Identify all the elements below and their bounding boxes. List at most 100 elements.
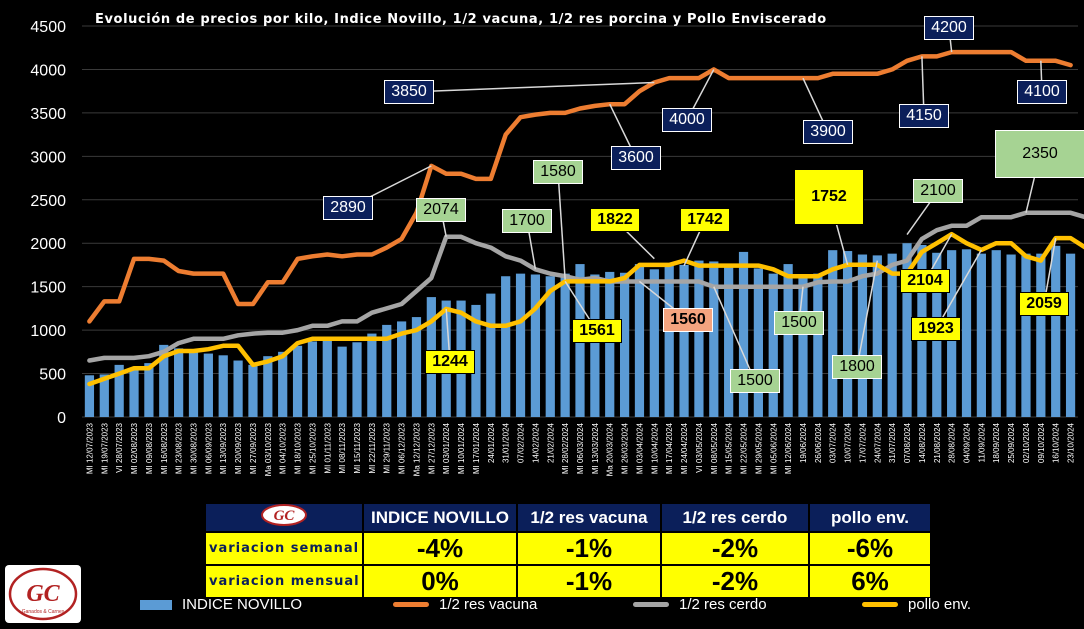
x-tick-label: 14/02/2024 <box>531 422 540 463</box>
mensual-cerdo: -2% <box>660 564 810 599</box>
bar-indice-novillo <box>887 253 897 417</box>
data-callout: 2100 <box>913 179 963 203</box>
x-tick-label: 02/10/2024 <box>1022 422 1031 463</box>
bar-indice-novillo <box>218 355 228 417</box>
x-tick-label: MI 30/08/2023 <box>189 422 198 474</box>
y-tick-label: 3000 <box>30 149 66 166</box>
legend-label-vacuna: 1/2 res vacuna <box>439 596 538 613</box>
bar-indice-novillo <box>159 344 169 417</box>
bar-indice-novillo <box>233 360 243 417</box>
x-tick-label: MI 29/05/2024 <box>754 422 763 474</box>
bar-indice-novillo <box>783 264 793 417</box>
chart-title: Evolución de precios por kilo, Indice No… <box>95 12 827 27</box>
legend-swatch-pollo <box>862 602 898 607</box>
bar-indice-novillo <box>694 260 704 417</box>
x-tick-label: MI 03/01/2024 <box>442 422 451 474</box>
x-tick-label: MI 05/06/2024 <box>769 422 778 474</box>
semanal-vacuna: -1% <box>516 531 662 566</box>
bar-indice-novillo <box>501 276 511 417</box>
variation-summary-table: GC INDICE NOVILLO 1/2 res vacuna 1/2 res… <box>204 502 932 599</box>
bar-indice-novillo <box>709 261 719 417</box>
bar-indice-novillo <box>248 364 258 417</box>
bar-indice-novillo <box>1006 254 1016 417</box>
legend-item-pollo: pollo env. <box>862 596 971 613</box>
x-tick-label: MI 12/06/2024 <box>784 422 793 474</box>
x-tick-label: MI 27/09/2023 <box>249 422 258 474</box>
data-callout: 2350 <box>995 130 1084 178</box>
bar-indice-novillo <box>278 351 288 417</box>
data-callout: 4000 <box>662 108 712 132</box>
x-tick-label: MI 09/08/2023 <box>145 422 154 474</box>
data-callout: 1500 <box>774 311 824 335</box>
summary-header-novillo: INDICE NOVILLO <box>362 502 518 533</box>
bar-indice-novillo <box>649 269 659 417</box>
x-tick-label: Ma 20/03/2024 <box>606 422 615 476</box>
x-tick-label: MI 06/03/2024 <box>576 422 585 474</box>
data-callout: 1244 <box>425 350 475 374</box>
x-tick-label: 18/09/2024 <box>992 422 1001 463</box>
summary-logo: GC <box>204 502 364 533</box>
bar-indice-novillo <box>872 255 882 417</box>
svg-text:GC: GC <box>26 581 60 607</box>
x-tick-label: MI 10/04/2024 <box>650 422 659 474</box>
bar-indice-novillo <box>560 273 570 417</box>
bar-indice-novillo <box>337 346 347 417</box>
bar-indice-novillo <box>545 276 555 417</box>
bar-indice-novillo <box>619 272 630 417</box>
data-callout: 1923 <box>911 317 961 341</box>
legend-swatch-novillo <box>140 599 172 610</box>
y-tick-label: 1000 <box>30 323 66 340</box>
svg-text:GC: GC <box>274 508 296 524</box>
x-tick-label: Ma 03/10/2023 <box>264 422 273 476</box>
bar-indice-novillo <box>530 274 541 417</box>
data-callout: 4100 <box>1017 80 1067 104</box>
row-label-mensual: variacion mensual <box>204 564 364 599</box>
x-tick-label: MI 06/09/2023 <box>204 422 213 474</box>
x-tick-label: MI 12/07/2023 <box>85 422 94 474</box>
legend-label-cerdo: 1/2 res cerdo <box>679 596 767 613</box>
callout-leader-line <box>935 249 983 330</box>
bar-indice-novillo <box>471 304 481 417</box>
x-tick-label: MI 08/11/2023 <box>338 422 347 473</box>
bar-indice-novillo <box>605 271 615 417</box>
bar-indice-novillo <box>144 363 154 417</box>
x-tick-label: 19/06/2024 <box>799 422 808 463</box>
callout-leader-line <box>856 260 879 368</box>
x-tick-label: 26/06/2024 <box>814 422 823 463</box>
x-tick-label: MI 19/07/2023 <box>100 422 109 474</box>
data-callout: 1822 <box>590 208 640 232</box>
x-tick-label: MI 17/04/2024 <box>665 422 674 474</box>
bar-indice-novillo <box>798 274 808 417</box>
legend-item-cerdo: 1/2 res cerdo <box>633 596 767 613</box>
bar-indice-novillo <box>828 250 838 417</box>
bar-indice-novillo <box>1036 253 1046 417</box>
semanal-novillo: -4% <box>362 531 518 566</box>
x-tick-label: 24/07/2024 <box>873 422 882 463</box>
x-tick-label: 03/07/2024 <box>829 422 838 463</box>
x-tick-label: MI 20/09/2023 <box>234 422 243 474</box>
series-line-2 <box>87 210 1084 363</box>
gc-logo-icon: GC <box>261 504 307 526</box>
bar-indice-novillo <box>322 340 332 417</box>
bar-indice-novillo <box>991 250 1001 417</box>
data-callout: 1500 <box>730 369 780 393</box>
bar-indice-novillo <box>1065 253 1076 417</box>
bar-indice-novillo <box>129 367 139 417</box>
bar-indice-novillo <box>590 274 600 417</box>
x-tick-label: 21/08/2024 <box>933 422 942 463</box>
data-callout: 1800 <box>832 355 882 379</box>
bar-indice-novillo <box>174 348 184 417</box>
x-tick-label: MI 26/03/2024 <box>621 422 630 474</box>
data-callout: 1700 <box>502 209 552 233</box>
y-tick-label: 3500 <box>30 106 66 123</box>
bar-indice-novillo <box>724 264 734 417</box>
x-tick-label: MI 04/10/2023 <box>279 422 288 474</box>
data-callout: 4150 <box>899 104 949 128</box>
x-tick-label: VI 03/05/2024 <box>695 422 704 472</box>
legend-label-novillo: INDICE NOVILLO <box>182 596 303 613</box>
row-label-semanal: variacion semanal <box>204 531 364 566</box>
x-tick-label: MI 15/05/2024 <box>725 422 734 474</box>
x-tick-label: MI 22/11/2023 <box>368 422 377 473</box>
bar-indice-novillo <box>84 375 95 417</box>
mensual-novillo: 0% <box>362 564 518 599</box>
